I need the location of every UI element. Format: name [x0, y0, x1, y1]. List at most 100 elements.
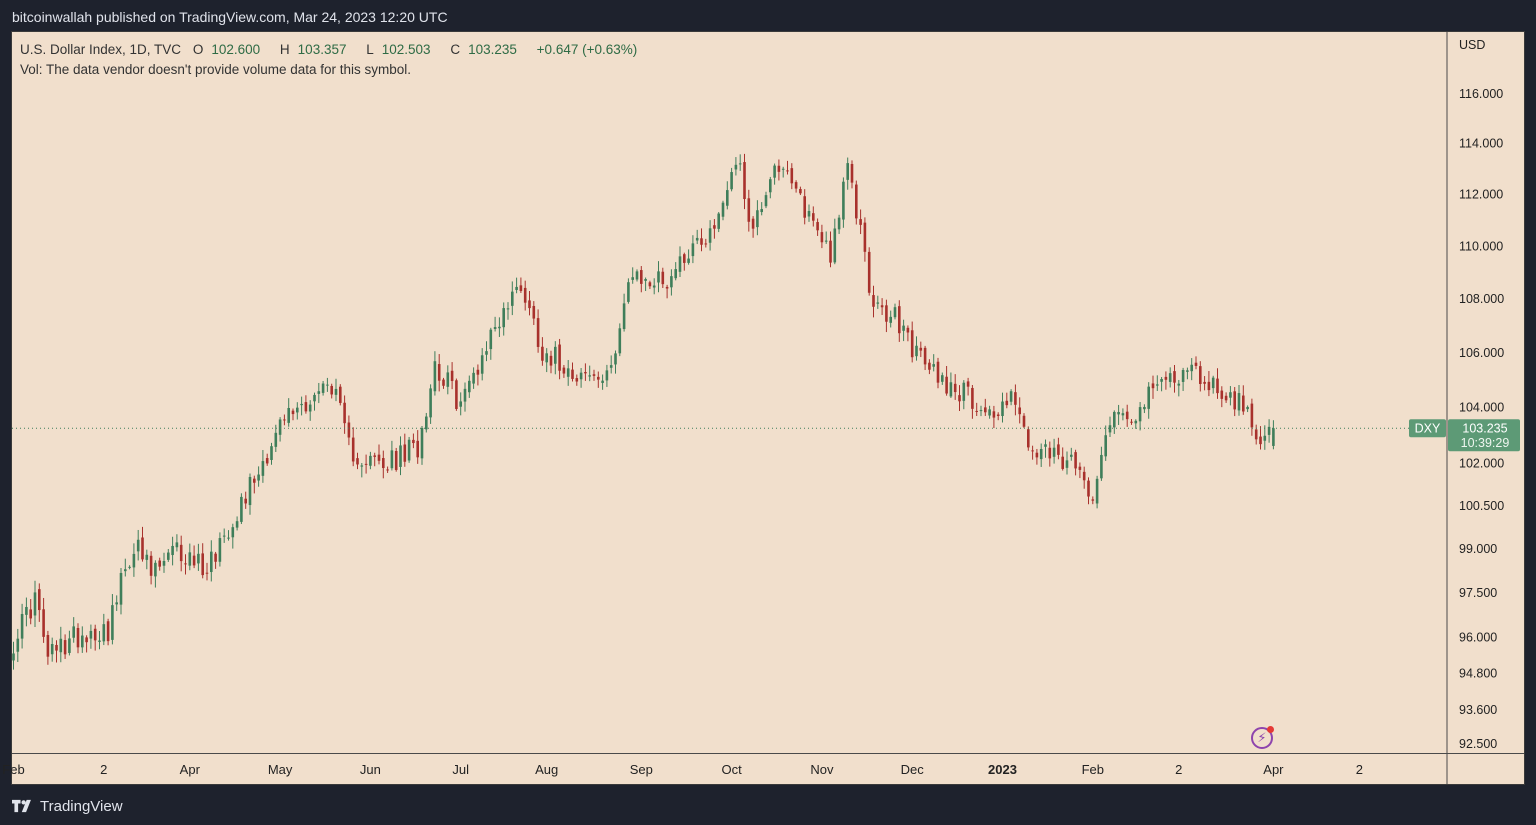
y-tick-label: 116.000 [1459, 87, 1503, 101]
candle-body [867, 251, 871, 293]
candle-body [227, 537, 230, 539]
y-tick-label: 92.500 [1459, 737, 1497, 751]
candle-body [721, 202, 725, 217]
candle-body [919, 347, 923, 351]
candle-body [317, 391, 321, 394]
candle-body [734, 164, 738, 170]
candle-body [339, 386, 342, 403]
candle-body [1134, 420, 1138, 424]
candle-body [63, 640, 67, 655]
candle-body [1022, 415, 1026, 427]
candle-body [781, 168, 785, 170]
candle-body [1207, 381, 1211, 391]
candle-body [678, 256, 682, 272]
candle-body [416, 440, 419, 458]
candle-body [683, 254, 686, 263]
candle-body [1035, 452, 1039, 458]
candle-body [601, 380, 604, 383]
candle-body [493, 327, 497, 329]
symbol-legend: U.S. Dollar Index, 1D, TVC O 102.600 H 103… [20, 40, 645, 80]
ohlc-low: L 102.503 [366, 42, 431, 57]
candle-body [597, 376, 600, 380]
candle-body [760, 209, 763, 213]
candle-body [390, 450, 394, 469]
candle-body [790, 168, 794, 184]
candle-body [1156, 384, 1159, 386]
y-tick-label: 108.000 [1459, 292, 1504, 306]
candle-body [93, 628, 97, 641]
candle-body [730, 172, 733, 190]
candle-body [708, 228, 712, 243]
candle-body [244, 498, 247, 504]
candle-body [953, 383, 957, 393]
candle-body [829, 240, 832, 263]
candle-body [1224, 395, 1228, 401]
candle-body [1173, 371, 1176, 383]
candle-body [38, 589, 41, 611]
candle-body [1031, 450, 1034, 452]
candle-body [1108, 425, 1112, 433]
candle-body [270, 446, 273, 460]
candle-body [106, 621, 110, 642]
x-tick-label: Apr [180, 762, 201, 777]
candle-body [265, 458, 269, 464]
tradingview-brand[interactable]: TradingView [12, 795, 123, 817]
candle-body [442, 379, 445, 386]
candle-body [726, 190, 729, 206]
candle-body [743, 162, 746, 200]
candle-body [1014, 392, 1017, 405]
candle-body [855, 184, 858, 219]
candle-body [253, 478, 256, 483]
candle-body [382, 458, 385, 469]
candle-body [1190, 364, 1193, 372]
candle-body [661, 271, 665, 285]
candle-body [498, 326, 501, 329]
symbol-tag-bg [1409, 419, 1446, 438]
candle-body [511, 291, 514, 306]
y-tick-label: 102.000 [1459, 456, 1504, 470]
candle-body [429, 388, 432, 418]
y-tick-label: 104.000 [1459, 400, 1504, 414]
flash-alert-icon[interactable]: ⚡ [1251, 726, 1274, 749]
candle-body [704, 243, 708, 245]
candle-body [235, 521, 239, 528]
candle-body [356, 458, 359, 465]
candle-body [407, 439, 411, 461]
x-tick-label: 2 [1175, 762, 1182, 777]
candle-body [1250, 403, 1254, 428]
candle-body [1100, 454, 1103, 479]
candle-body [695, 237, 699, 241]
candle-body [988, 409, 991, 416]
candle-body [1151, 383, 1155, 389]
candle-body [347, 422, 351, 438]
candle-body [296, 407, 299, 413]
candle-body [562, 367, 566, 374]
candle-body [1272, 428, 1275, 446]
y-tick-label: 93.600 [1459, 703, 1497, 717]
candle-body [1177, 383, 1181, 386]
candle-body [1164, 376, 1168, 380]
candle-body [657, 271, 660, 283]
candle-body [992, 411, 996, 418]
y-tick-label: 114.000 [1459, 137, 1503, 151]
candle-body [373, 455, 376, 457]
candle-body [1074, 452, 1077, 469]
candle-body [300, 403, 303, 406]
x-tick-label: Nov [810, 762, 834, 777]
candle-body [89, 630, 93, 639]
candle-body [566, 368, 570, 377]
candle-body [214, 553, 217, 562]
chart-frame[interactable] [11, 31, 1525, 785]
candle-body [1246, 406, 1249, 410]
candle-body [528, 300, 531, 309]
candle-body [450, 370, 454, 382]
y-tick-label: 112.000 [1459, 188, 1503, 202]
tradingview-logo-icon [12, 799, 31, 813]
candle-body [1091, 499, 1095, 501]
candle-body [515, 286, 518, 291]
volume-note: Vol: The data vendor doesn't provide vol… [20, 62, 412, 77]
candle-body [893, 307, 897, 318]
candle-body [476, 369, 480, 375]
candle-body [523, 287, 527, 303]
